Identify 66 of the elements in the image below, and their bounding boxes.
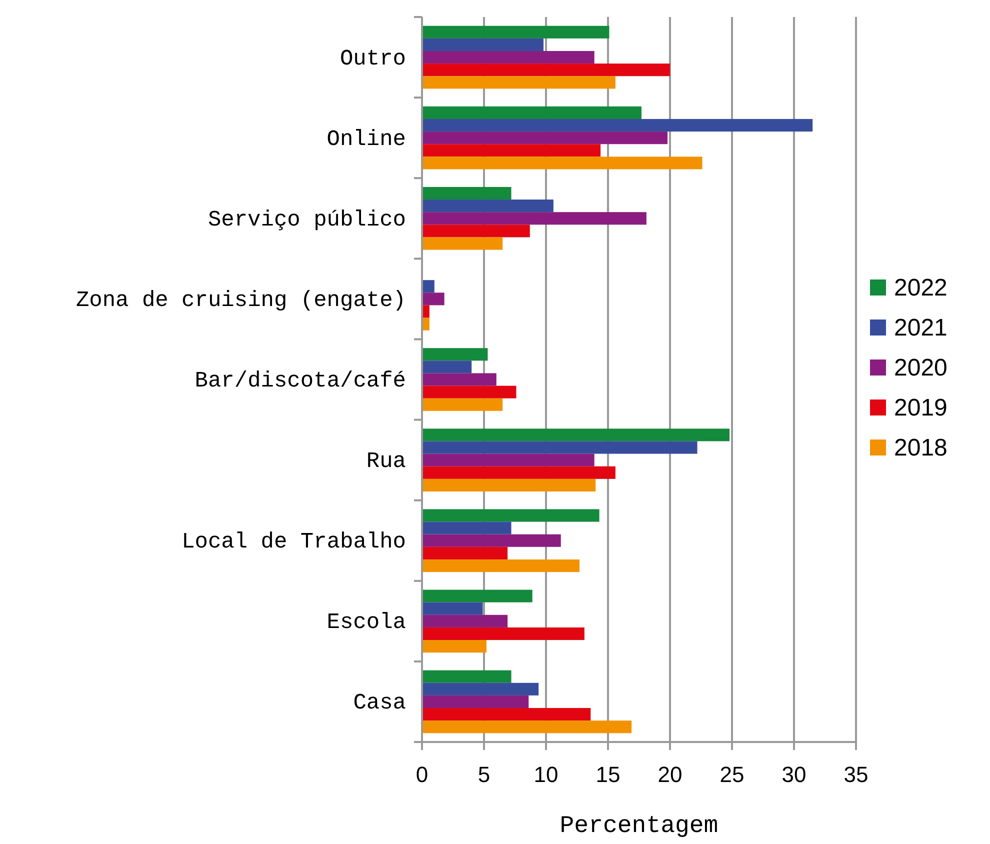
- x-tick-label: 15: [596, 762, 620, 787]
- bar: [422, 695, 529, 708]
- bar: [422, 280, 434, 293]
- bar: [422, 534, 561, 547]
- bar: [422, 590, 532, 602]
- legend-label: 2018: [894, 434, 948, 462]
- bar: [422, 64, 670, 76]
- bar: [422, 200, 554, 212]
- bar: [422, 360, 472, 374]
- y-tick-label: Serviço público: [208, 207, 406, 232]
- bar: [422, 132, 668, 144]
- bar: [422, 614, 508, 628]
- bar: [422, 640, 486, 653]
- x-tick-label: 25: [720, 762, 744, 787]
- x-tick-label: 35: [844, 762, 868, 787]
- legend-label: 2022: [894, 274, 948, 302]
- bar: [422, 373, 496, 386]
- bar: [422, 720, 632, 734]
- y-tick-label: Casa: [353, 690, 406, 716]
- bar: [422, 428, 730, 442]
- y-tick-label: Escola: [326, 610, 406, 636]
- x-tick-label: 10: [534, 762, 558, 787]
- bar: [422, 224, 530, 238]
- bar: [422, 50, 594, 64]
- bar: [422, 509, 600, 522]
- bar: [422, 602, 483, 615]
- y-tick-label: Rua: [366, 449, 406, 474]
- legend-label: 2019: [894, 394, 948, 422]
- x-axis-title: Percentagem: [560, 813, 718, 840]
- bar: [422, 305, 430, 318]
- bar: [422, 546, 508, 560]
- bar: [422, 627, 584, 640]
- y-tick-label: Zona de cruising (engate): [76, 288, 406, 313]
- x-tick-label: 30: [782, 762, 806, 787]
- bar: [422, 386, 516, 398]
- bar: [422, 186, 512, 200]
- bar: [422, 237, 503, 250]
- bar: [422, 118, 813, 132]
- bar: [422, 212, 646, 225]
- bar: [422, 292, 444, 306]
- bar: [422, 76, 616, 89]
- x-tick-label: 0: [416, 762, 428, 787]
- legend-label: 2020: [894, 354, 948, 382]
- bar: [422, 156, 702, 170]
- bar: [422, 670, 512, 683]
- bar: [422, 348, 488, 361]
- bar: [422, 398, 503, 411]
- bar: [422, 441, 698, 454]
- x-tick-label: 20: [658, 762, 682, 787]
- bar: [422, 522, 512, 534]
- bar: [422, 26, 610, 38]
- bar: [422, 144, 601, 157]
- x-tick-label: 5: [478, 762, 490, 787]
- y-tick-label: Local de Trabalho: [182, 530, 406, 555]
- bar: [422, 454, 594, 466]
- legend-label: 2021: [894, 314, 948, 342]
- bar: [422, 708, 591, 721]
- bar: [422, 682, 539, 696]
- bar: [422, 559, 580, 572]
- bar: [422, 478, 596, 492]
- y-tick-label: Outro: [340, 46, 406, 72]
- bar: [422, 38, 544, 51]
- y-tick-label: Online: [326, 126, 406, 152]
- y-tick-label: Bar/discota/café: [194, 368, 406, 394]
- bar: [422, 106, 642, 119]
- bar: [422, 466, 616, 479]
